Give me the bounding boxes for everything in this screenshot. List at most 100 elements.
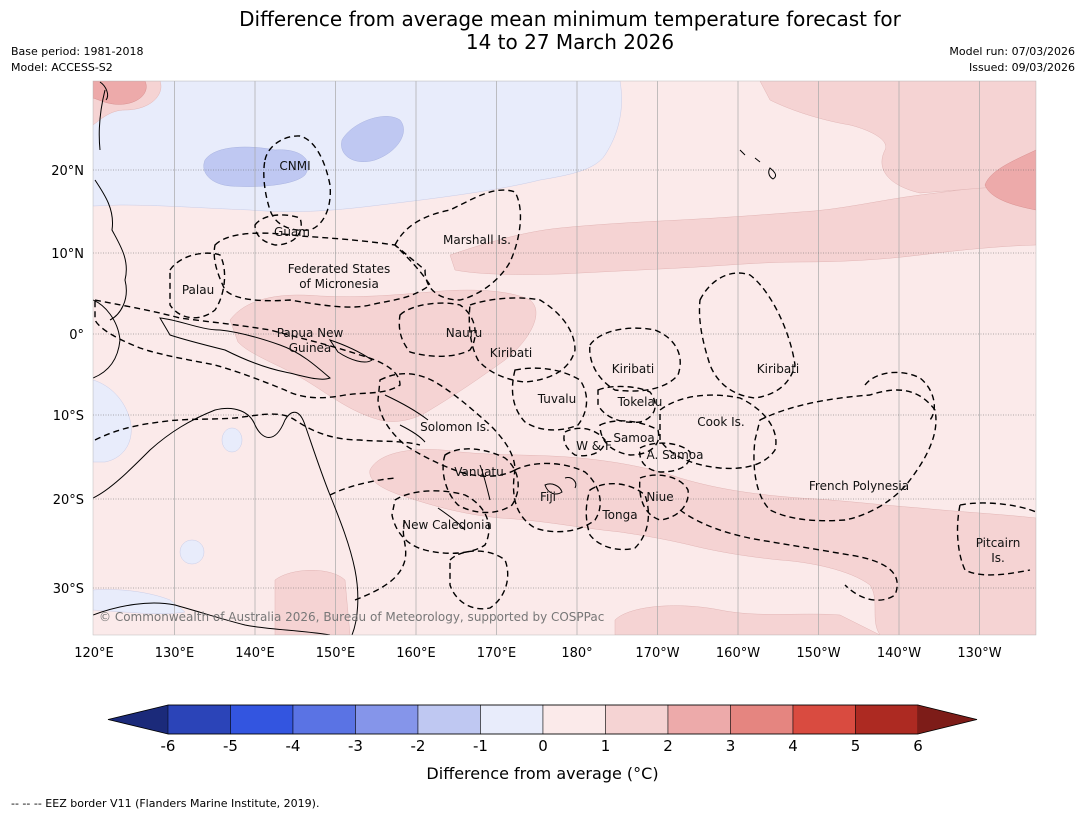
eez-wallis-futuna [563,427,606,457]
coastline-hawaii [739,149,777,180]
anomaly-region-1-2-ne [759,81,1036,194]
anomaly-region-neg2-neg1-a [203,146,309,187]
anomaly-region-1-2-north-band [449,179,1036,275]
label-vanuatu: Vanuatu [454,465,504,479]
anomaly-region-neg2-neg1-b [341,116,404,162]
label-pitcairn-line-2: Is. [991,551,1005,565]
eez-american-samoa [638,442,691,473]
lat-tick-label: 10°N [51,247,84,262]
colorbar-tick-label: -4 [286,737,301,755]
lat-tick-label: 10°S [53,409,84,424]
coastline-borneo [93,299,121,379]
coastline-australia [93,407,359,635]
longitude-gridlines [174,81,980,635]
lon-tick-label: 160°E [396,646,436,661]
label-fsm-line-2: of Micronesia [299,277,379,291]
eez-australia-east [329,477,407,601]
label-wallis-futuna: W & F [576,439,612,453]
label-palau: Palau [182,283,214,297]
eez-marquesas [864,371,936,421]
eez-footnote: -- -- -- EEZ border V11 (Flanders Marine… [11,797,320,810]
anomaly-region-1-2-png-solomons [229,289,537,422]
eez-pitcairn [956,502,1036,576]
eez-png [94,299,401,399]
eez-niue [638,474,689,521]
eez-french-polynesia [753,389,937,522]
eez-tuvalu [511,367,588,431]
coastline-new-britain [328,339,373,363]
label-cook-islands: Cook Is. [697,415,744,429]
eez-palau [169,252,226,319]
colorbar-tick-label: -2 [411,737,426,755]
label-tokelau: Tokelau [617,395,663,409]
colorbar: -6 -5 -4 -3 -2 -1 0 1 2 3 4 5 6 [107,704,978,755]
lon-tick-label: 130°E [155,646,195,661]
map-area: CNMI Guam Marshall Is. Federated States … [93,81,1036,635]
colorbar-segment [480,704,544,735]
colorbar-tick-label: 4 [788,737,798,755]
lat-tick-label: 20°N [51,164,84,179]
colorbar-segment [792,704,856,735]
colorbar-segment [292,704,356,735]
label-nauru: Nauru [446,326,482,340]
eez-marshall [394,189,522,301]
label-niue: Niue [646,490,673,504]
coastline-new-caledonia [437,507,466,531]
coastline-solomon-islands [384,394,429,443]
eez-kiribati-line [698,272,796,399]
latitude-axis: 20°N 10°N 0° 10°S 20°S 30°S [51,164,84,597]
place-labels: CNMI Guam Marshall Is. Federated States … [182,159,1020,565]
colorbar-segment [417,704,481,735]
lon-tick-label: 140°E [235,646,275,661]
label-png-line-1: Papua New [277,326,344,340]
eez-kermadec [679,509,898,601]
anomaly-region-neg1-0-blob [179,539,205,565]
colorbar-segment [355,704,419,735]
colorbar-segment [730,704,794,735]
title-line-1: Difference from average mean minimum tem… [239,7,901,31]
colorbar-tick-label: 0 [538,737,548,755]
copyright-notice: © Commonwealth of Australia 2026, Bureau… [99,610,604,624]
colorbar-segment [667,704,731,735]
colorbar-extend-high [918,705,977,734]
label-fiji: Fiji [540,490,556,504]
label-solomon-islands: Solomon Is. [420,420,490,434]
colorbar-tick-label: -1 [473,737,488,755]
lon-tick-label: 150°E [316,646,356,661]
label-kiribati-west: Kiribati [490,346,532,360]
colorbar-extend-low [108,705,168,734]
issued-date: Issued: 09/03/2026 [968,61,1075,74]
eez-norfolk-island [449,550,509,610]
longitude-axis: 120°E 130°E 140°E 150°E 160°E 170°E 180°… [74,646,1001,661]
anomaly-region-2-3-nw [93,81,147,105]
coastlines [93,81,777,635]
lon-tick-label: 160°W [716,646,760,661]
anomaly-region-1-2-south-mid [614,605,881,635]
eez-cnmi [263,135,332,232]
model-run: Model run: 07/03/2026 [949,45,1075,58]
lat-tick-label: 20°S [53,493,84,508]
coastline-taiwan [99,81,109,101]
map-frame [92,80,1037,636]
anomaly-region-neg1-0-west [93,379,132,463]
label-american-samoa: A. Samoa [647,448,704,462]
lon-tick-label: 130°W [957,646,1001,661]
label-kiribati-central: Kiribati [612,362,654,376]
model-name: Model: ACCESS-S2 [11,61,113,74]
lat-tick-label: 0° [69,328,84,343]
label-tonga: Tonga [601,508,637,522]
label-french-polynesia: French Polynesia [809,479,909,493]
label-pitcairn-line-1: Pitcairn [976,536,1021,550]
colorbar-tick-label: 1 [601,737,611,755]
colorbar-segment [542,704,606,735]
lon-tick-label: 180° [561,646,592,661]
latitude-gridlines [93,169,1036,589]
lon-tick-label: 140°W [877,646,921,661]
label-guam: Guam [274,225,310,239]
label-new-caledonia: New Caledonia [402,518,492,532]
colorbar-tick-label: 6 [913,737,923,755]
colorbar-tick-label: -3 [348,737,363,755]
label-samoa: Samoa [613,431,654,445]
eez-tonga [585,483,650,551]
eez-kiribati-gilbert [468,297,576,383]
